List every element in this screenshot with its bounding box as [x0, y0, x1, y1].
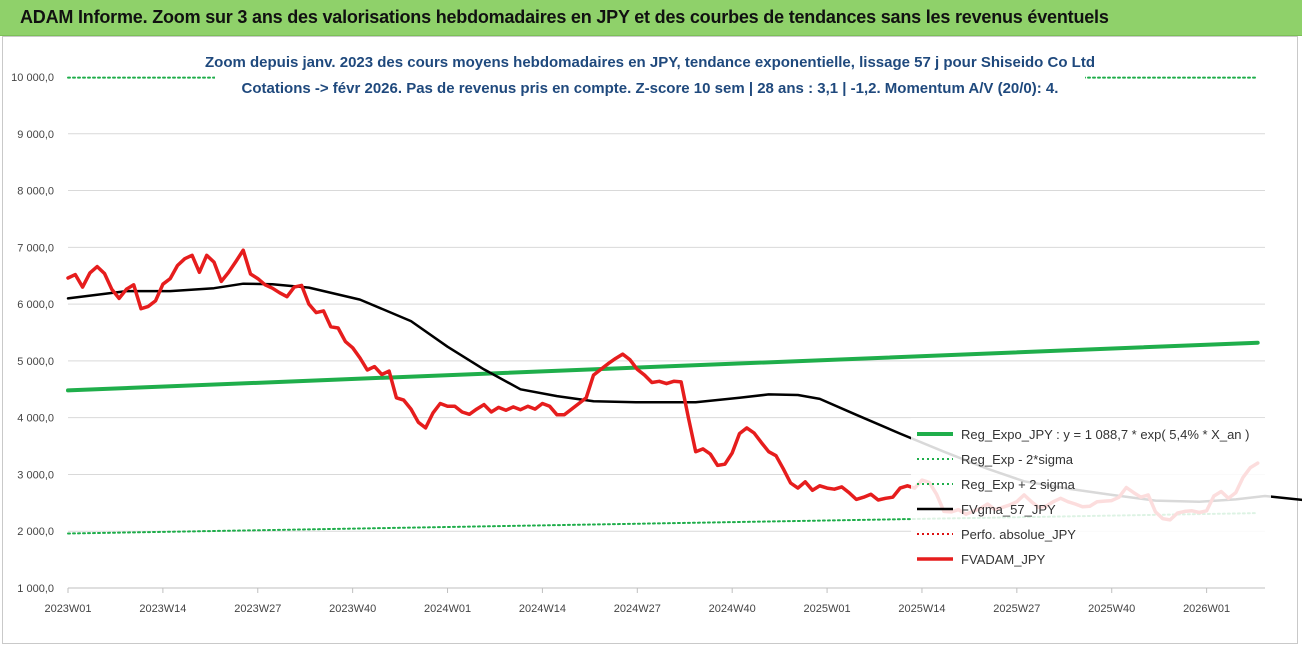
legend-label: Reg_Expo_JPY : y = 1 088,7 * exp( 5,4% *…	[961, 427, 1249, 442]
report-title: ADAM Informe. Zoom sur 3 ans des valoris…	[20, 7, 1109, 27]
x-tick-label: 2024W14	[519, 603, 566, 615]
y-tick-label: 5 000,0	[17, 356, 54, 368]
chart-title-line1: Zoom depuis janv. 2023 des cours moyens …	[205, 54, 1095, 71]
y-axis-ticks: 1 000,0 2 000,0 3 000,0 4 000,0 5 000,0 6 000…	[11, 72, 54, 595]
x-axis-ticks: 2023W01 2023W14 2023W27 2023W40 2024W01 2024W…	[44, 588, 1230, 615]
x-tick-label: 2023W14	[139, 603, 186, 615]
x-tick-label: 2025W40	[1088, 603, 1135, 615]
x-tick-label: 2023W40	[329, 603, 376, 615]
x-tick-label: 2025W27	[993, 603, 1040, 615]
y-tick-label: 10 000,0	[11, 72, 54, 84]
legend-label: Reg_Exp - 2*sigma	[961, 452, 1074, 467]
x-tick-label: 2025W14	[898, 603, 945, 615]
legend-label: FVgma_57_JPY	[961, 502, 1056, 517]
legend-box	[911, 418, 1271, 572]
series-reg-expo-line	[66, 340, 1260, 393]
x-tick-label: 2023W27	[234, 603, 281, 615]
y-tick-label: 9 000,0	[17, 129, 54, 141]
y-tick-label: 7 000,0	[17, 242, 54, 254]
report-header: ADAM Informe. Zoom sur 3 ans des valoris…	[0, 0, 1302, 36]
chart-title-line2: Cotations -> févr 2026. Pas de revenus p…	[242, 80, 1059, 97]
legend: Reg_Expo_JPY : y = 1 088,7 * exp( 5,4% *…	[911, 418, 1271, 572]
legend-label: Reg_Exp + 2 sigma	[961, 477, 1076, 492]
legend-label: Perfo. absolue_JPY	[961, 527, 1076, 542]
gridlines	[68, 133, 1265, 589]
x-tick-label: 2024W40	[709, 603, 756, 615]
y-tick-label: 4 000,0	[17, 413, 54, 425]
chart-frame	[2, 36, 1298, 644]
y-tick-label: 3 000,0	[17, 469, 54, 481]
title-backdrop	[215, 48, 1085, 100]
y-tick-label: 6 000,0	[17, 299, 54, 311]
x-tick-label: 2025W01	[804, 603, 851, 615]
x-tick-label: 2024W27	[614, 603, 661, 615]
y-tick-label: 2 000,0	[17, 526, 54, 538]
y-tick-label: 1 000,0	[17, 583, 54, 595]
y-tick-label: 8 000,0	[17, 186, 54, 198]
legend-label: FVADAM_JPY	[961, 552, 1046, 567]
x-tick-label: 2023W01	[44, 603, 91, 615]
x-tick-label: 2026W01	[1183, 603, 1230, 615]
x-tick-label: 2024W01	[424, 603, 471, 615]
